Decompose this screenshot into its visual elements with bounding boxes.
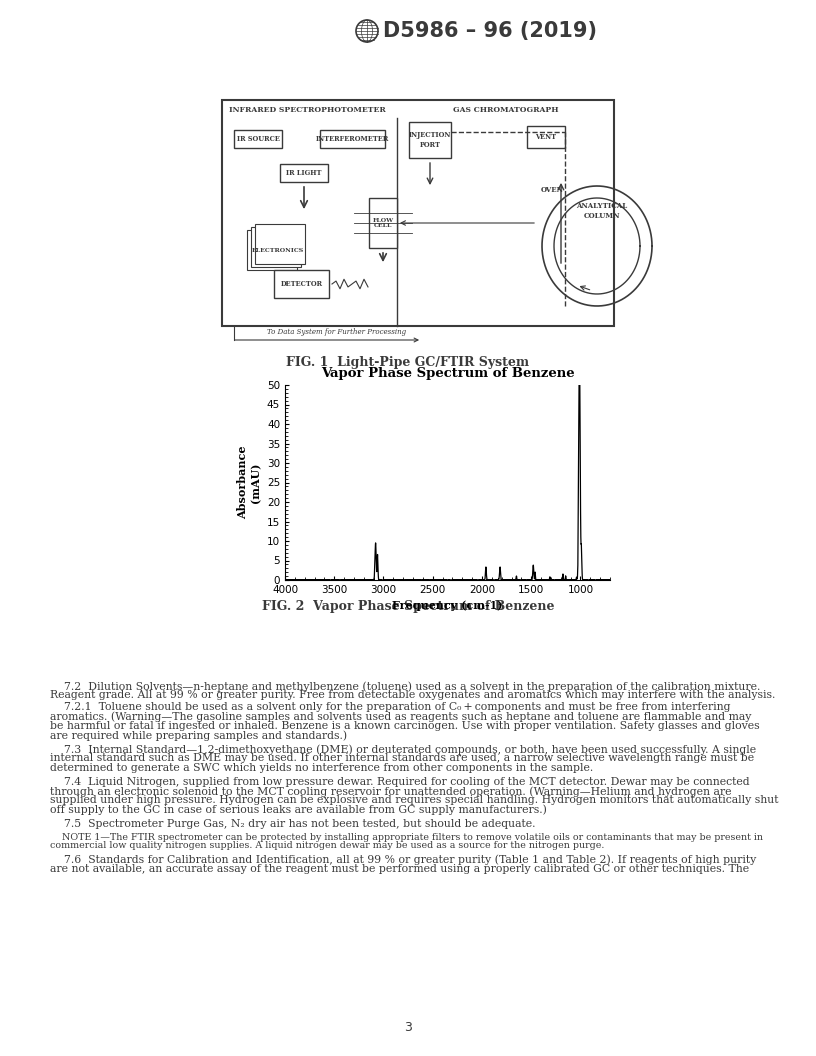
- Text: through an electronic solenoid to the MCT cooling reservoir for unattended opera: through an electronic solenoid to the MC…: [50, 786, 731, 796]
- Text: FLOW
CELL: FLOW CELL: [372, 218, 393, 228]
- Bar: [222, 100, 614, 326]
- Text: 7.2  Dilution Solvents—n-heptane and methylbenzene (toluene) used as a solvent i: 7.2 Dilution Solvents—n-heptane and meth…: [50, 681, 761, 692]
- Text: INFRARED SPECTROPHOTOMETER: INFRARED SPECTROPHOTOMETER: [228, 106, 385, 114]
- Text: INTERFEROMETER: INTERFEROMETER: [316, 135, 389, 143]
- Text: IR SOURCE: IR SOURCE: [237, 135, 279, 143]
- Text: NOTE 1—The FTIR spectrometer can be protected by installing appropriate filters : NOTE 1—The FTIR spectrometer can be prot…: [50, 833, 763, 842]
- Text: OVEN: OVEN: [540, 186, 564, 194]
- Text: To Data System for Further Processing: To Data System for Further Processing: [268, 328, 406, 336]
- Bar: [247, 230, 297, 270]
- Text: 7.4  Liquid Nitrogen, supplied from low pressure dewar. Required for cooling of : 7.4 Liquid Nitrogen, supplied from low p…: [50, 777, 750, 787]
- Text: 7.2.1  Toluene should be used as a solvent only for the preparation of C₀ + comp: 7.2.1 Toluene should be used as a solven…: [50, 702, 730, 713]
- Text: IR LIGHT: IR LIGHT: [286, 169, 322, 177]
- Text: GAS CHROMATOGRAPH: GAS CHROMATOGRAPH: [453, 106, 559, 114]
- Text: VENT: VENT: [535, 133, 557, 142]
- Y-axis label: Absorbance
(mAU): Absorbance (mAU): [237, 446, 261, 520]
- Bar: [255, 224, 305, 264]
- Text: be harmful or fatal if ingested or inhaled. Benzene is a known carcinogen. Use w: be harmful or fatal if ingested or inhal…: [50, 721, 760, 731]
- Text: determined to generate a SWC which yields no interference from other components : determined to generate a SWC which yield…: [50, 762, 593, 773]
- Text: commercial low quality nitrogen supplies. A liquid nitrogen dewar may be used as: commercial low quality nitrogen supplies…: [50, 841, 605, 850]
- Text: DETECTOR: DETECTOR: [281, 280, 322, 288]
- Text: FIG. 2  Vapor Phase Spectrum of Benzene: FIG. 2 Vapor Phase Spectrum of Benzene: [262, 600, 554, 612]
- Bar: [234, 130, 282, 148]
- Text: INJECTION
PORT: INJECTION PORT: [409, 131, 451, 149]
- Text: 3: 3: [404, 1021, 412, 1034]
- Bar: [369, 199, 397, 248]
- Text: internal standard such as DME may be used. If other internal standards are used,: internal standard such as DME may be use…: [50, 753, 754, 763]
- Bar: [320, 130, 385, 148]
- Text: supplied under high pressure. Hydrogen can be explosive and requires special han: supplied under high pressure. Hydrogen c…: [50, 795, 778, 805]
- Text: 7.5  Spectrometer Purge Gas, N₂ dry air has not been tested, but should be adequ: 7.5 Spectrometer Purge Gas, N₂ dry air h…: [50, 818, 535, 829]
- Bar: [251, 227, 301, 267]
- Bar: [409, 122, 451, 158]
- Text: D5986 – 96 (2019): D5986 – 96 (2019): [383, 21, 597, 41]
- Text: off supply to the GC in case of serious leaks are available from GC supply manuf: off supply to the GC in case of serious …: [50, 805, 547, 815]
- Text: ANALYTICAL
COLUMN: ANALYTICAL COLUMN: [576, 203, 628, 220]
- Text: 7.3  Internal Standard—1,2-dimethoxyethane (DME) or deuterated compounds, or bot: 7.3 Internal Standard—1,2-dimethoxyethan…: [50, 744, 756, 755]
- Text: FIG. 1  Light-Pipe GC/FTIR System: FIG. 1 Light-Pipe GC/FTIR System: [286, 356, 530, 369]
- Bar: [280, 164, 328, 182]
- Text: are required while preparing samples and standards.): are required while preparing samples and…: [50, 730, 347, 740]
- Text: 7.6  Standards for Calibration and Identification, all at 99 % or greater purity: 7.6 Standards for Calibration and Identi…: [50, 854, 756, 865]
- X-axis label: Frequency (cm-1): Frequency (cm-1): [392, 601, 503, 611]
- Text: ELECTRONICS: ELECTRONICS: [252, 247, 304, 252]
- Title: Vapor Phase Spectrum of Benzene: Vapor Phase Spectrum of Benzene: [321, 366, 574, 380]
- Bar: [527, 126, 565, 148]
- Bar: [274, 270, 329, 298]
- Text: aromatics. (Warning—The gasoline samples and solvents used as reagents such as h: aromatics. (Warning—The gasoline samples…: [50, 712, 752, 722]
- Text: are not available, an accurate assay of the reagent must be performed using a pr: are not available, an accurate assay of …: [50, 864, 749, 873]
- Text: Reagent grade. All at 99 % or greater purity. Free from detectable oxygenates an: Reagent grade. All at 99 % or greater pu…: [50, 691, 775, 700]
